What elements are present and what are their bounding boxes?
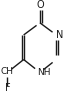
Text: N: N	[56, 30, 63, 40]
Text: F: F	[5, 83, 10, 93]
Text: CH: CH	[1, 67, 14, 76]
Text: NH: NH	[37, 68, 51, 77]
Text: O: O	[36, 0, 44, 10]
